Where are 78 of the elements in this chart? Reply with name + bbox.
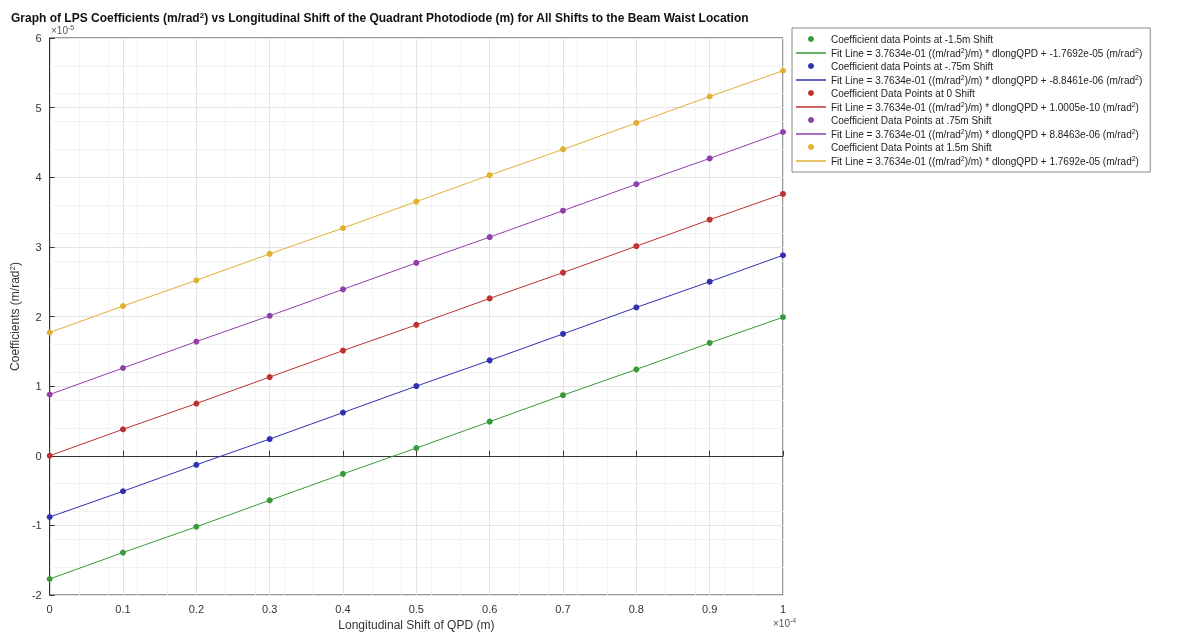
x-tick-label: 0.7 <box>555 602 571 615</box>
x-tick-label: 0.9 <box>702 602 718 615</box>
point <box>46 329 53 336</box>
x-tick-label: 0.3 <box>262 602 278 615</box>
point <box>46 514 53 521</box>
legend-label: Coefficient data Points at -1.5m Shift <box>831 33 994 45</box>
point <box>780 252 786 259</box>
point <box>486 172 493 179</box>
point <box>633 243 640 250</box>
point <box>706 278 713 285</box>
y-tick-label: 4 <box>35 171 42 184</box>
point <box>120 365 127 372</box>
point <box>486 234 493 241</box>
point <box>486 357 493 364</box>
y-tick-label: -2 <box>31 589 42 601</box>
point <box>560 146 566 153</box>
point <box>120 303 127 310</box>
point <box>780 314 786 321</box>
point <box>266 250 273 257</box>
x-tick-label: 0 <box>46 602 53 615</box>
x-tick-label: 0.5 <box>408 602 424 615</box>
x-tick-label: 0.4 <box>335 602 351 615</box>
point <box>486 295 493 302</box>
x-tick-label: 0.2 <box>188 602 204 615</box>
point <box>340 347 347 354</box>
point <box>340 470 347 477</box>
x-tick-label: 1 <box>779 602 787 615</box>
point <box>266 312 273 319</box>
legend-label: Coefficient data Points at -.75m Shift <box>831 60 994 72</box>
point <box>780 129 786 135</box>
point <box>193 523 200 530</box>
point <box>560 269 566 276</box>
point <box>120 488 127 495</box>
point <box>46 575 53 582</box>
point <box>193 461 200 468</box>
point <box>413 383 420 390</box>
point <box>560 330 566 337</box>
point <box>633 181 640 188</box>
point <box>560 392 566 399</box>
y-tick-label: 5 <box>35 101 42 114</box>
x-tick-label: 0.6 <box>482 602 498 615</box>
point <box>413 259 420 266</box>
point <box>633 366 640 373</box>
point <box>486 418 493 425</box>
point <box>780 190 786 197</box>
point <box>120 549 127 556</box>
y-tick-label: 3 <box>35 240 42 253</box>
legend-label: Coefficient Data Points at 1.5m Shift <box>831 141 992 153</box>
y-tick-label: 2 <box>35 310 42 323</box>
point <box>413 198 420 205</box>
point <box>633 119 640 126</box>
y-tick-label: 1 <box>35 380 42 393</box>
point <box>193 277 200 284</box>
x-axis-title: Longitudinal Shift of QPD (m) <box>338 618 495 632</box>
point <box>780 67 786 74</box>
point <box>120 426 127 433</box>
point <box>413 321 420 328</box>
point <box>266 436 273 443</box>
y-axis-title: Coefficients (m/rad2) <box>7 262 22 371</box>
point <box>560 207 566 214</box>
point <box>706 339 713 346</box>
y-tick-label: 0 <box>35 449 42 462</box>
y-tick-label: -1 <box>31 519 42 532</box>
point <box>340 286 347 293</box>
point <box>413 445 420 452</box>
point <box>706 216 713 223</box>
legend-label: Coefficient Data Points at .75m Shift <box>831 114 992 126</box>
legend-label: Coefficient Data Points at 0 Shift <box>831 87 976 99</box>
point <box>266 374 273 381</box>
point <box>340 409 347 416</box>
point <box>193 338 200 345</box>
x-tick-label: 0.8 <box>628 602 644 615</box>
y-tick-label: 6 <box>35 32 42 44</box>
point <box>706 155 713 162</box>
point <box>340 225 347 232</box>
x-tick-label: 0.1 <box>115 602 131 615</box>
point <box>633 304 640 311</box>
point <box>266 497 273 504</box>
